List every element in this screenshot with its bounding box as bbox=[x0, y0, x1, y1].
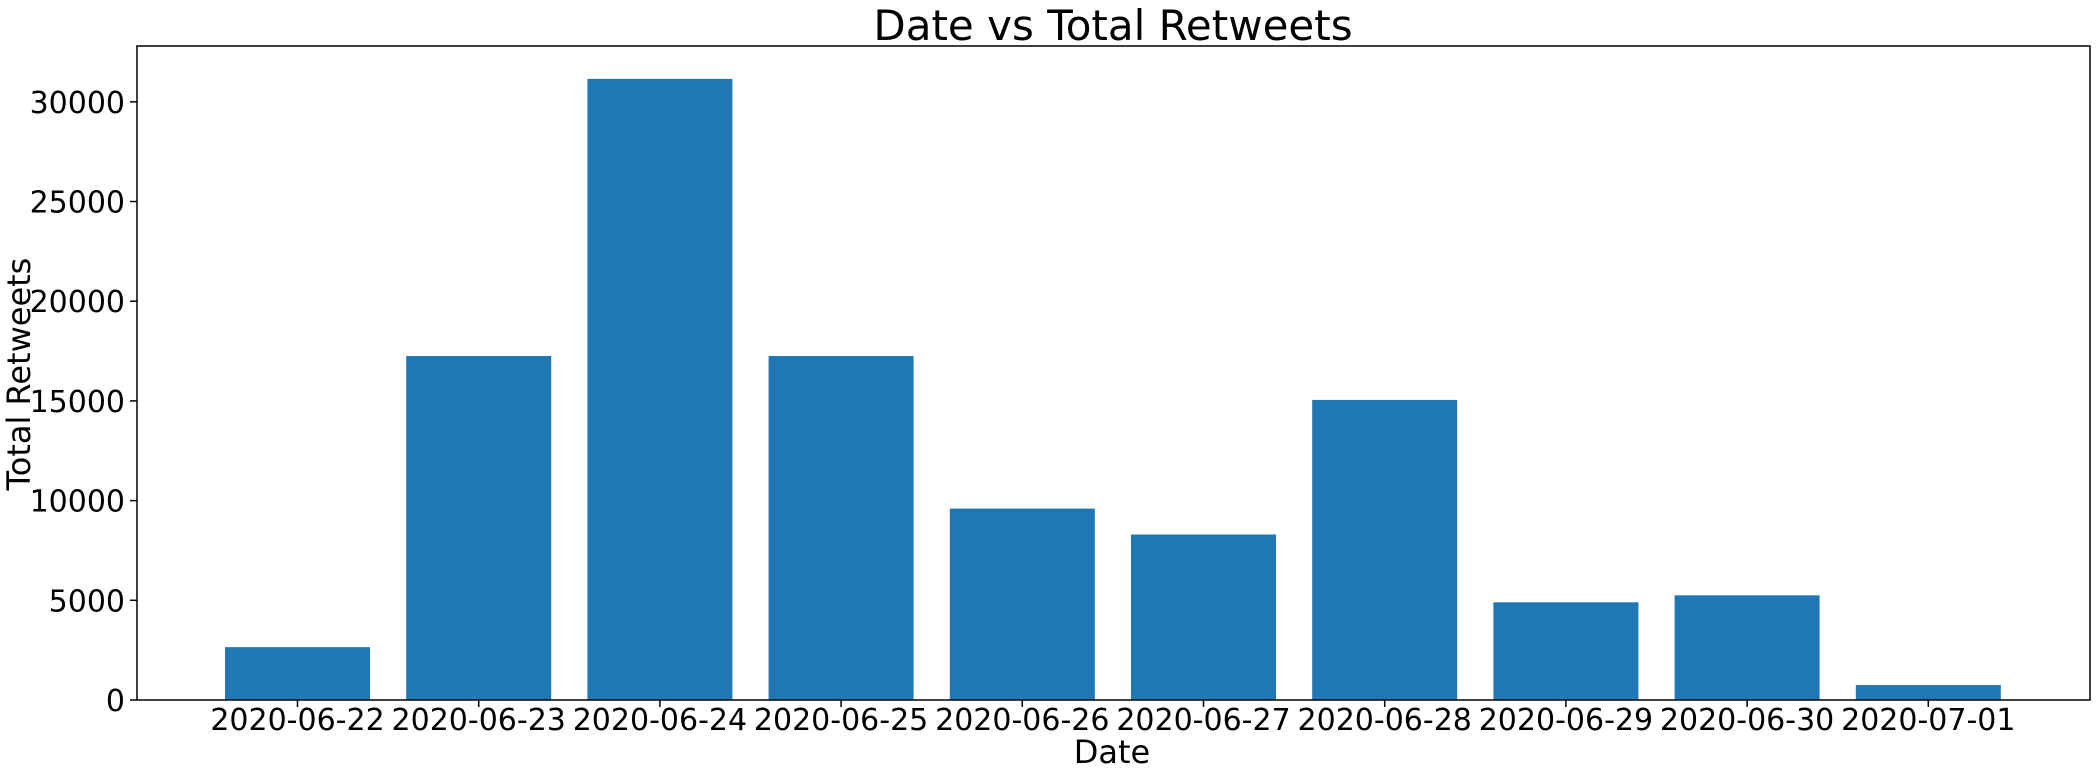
y-tick-label: 10000 bbox=[30, 485, 125, 520]
bars-group bbox=[225, 78, 2001, 700]
y-axis-ticks: 0 5000 10000 15000 20000 25000 30000 bbox=[30, 86, 137, 719]
x-tick-label: 2020-06-23 bbox=[392, 703, 566, 738]
x-tick-label: 2020-06-28 bbox=[1298, 703, 1472, 738]
x-tick-label: 2020-06-27 bbox=[1116, 703, 1290, 738]
x-tick-label: 2020-07-01 bbox=[1841, 703, 2015, 738]
x-tick-label: 2020-06-25 bbox=[754, 703, 928, 738]
bar-2020-06-28 bbox=[1312, 399, 1458, 700]
chart-title: Date vs Total Retweets bbox=[873, 1, 1352, 50]
bar-2020-06-29 bbox=[1493, 602, 1639, 700]
x-axis-label: Date bbox=[1074, 733, 1150, 771]
y-tick-label: 5000 bbox=[49, 584, 125, 619]
x-tick-label: 2020-06-24 bbox=[573, 703, 747, 738]
bar-2020-06-30 bbox=[1674, 595, 1820, 700]
y-tick-label: 15000 bbox=[30, 385, 125, 420]
bar-2020-06-22 bbox=[225, 647, 370, 700]
y-tick-label: 25000 bbox=[30, 186, 125, 221]
x-tick-label: 2020-06-30 bbox=[1660, 703, 1834, 738]
y-axis-label: Total Retweets bbox=[0, 258, 38, 492]
plot-area-frame bbox=[136, 45, 2091, 701]
bar-2020-06-26 bbox=[949, 508, 1095, 700]
bar-2020-07-01 bbox=[1855, 685, 2001, 700]
x-axis-ticks: 2020-06-22 2020-06-23 2020-06-24 2020-06-25… bbox=[210, 700, 2015, 738]
bar-2020-06-24 bbox=[587, 78, 733, 700]
x-tick-label: 2020-06-29 bbox=[1479, 703, 1653, 738]
x-tick-label: 2020-06-26 bbox=[935, 703, 1109, 738]
y-tick-label: 0 bbox=[106, 684, 125, 719]
y-tick-label: 20000 bbox=[30, 285, 125, 320]
bar-2020-06-27 bbox=[1131, 534, 1276, 700]
bar-2020-06-23 bbox=[406, 356, 552, 700]
y-tick-label: 30000 bbox=[30, 86, 125, 121]
x-tick-label: 2020-06-22 bbox=[210, 703, 384, 738]
bar-2020-06-25 bbox=[768, 356, 914, 700]
